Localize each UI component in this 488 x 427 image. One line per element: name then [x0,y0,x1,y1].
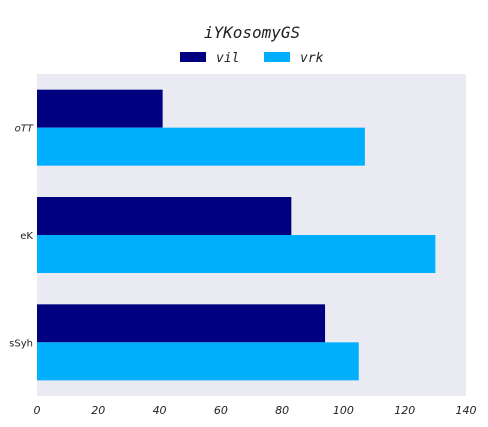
x-tick-label-100: 100 [333,404,354,417]
bar-vrk-oTT [37,127,365,166]
x-tick-label-0: 0 [34,404,41,417]
y-axis: oTT eK sSyh [9,124,34,350]
bars [37,89,436,381]
bar-vil-eK [37,197,292,235]
x-tick-label-20: 20 [91,404,105,417]
y-tick-label-sSyh: sSyh [9,338,33,349]
legend-label-vil: vil [216,51,239,66]
legend-label-vrk: vrk [300,51,324,66]
chart-title: iYKosomyGS [204,23,300,42]
legend: vil vrk [180,51,324,66]
bar-vrk-sSyh [37,342,359,381]
x-tick-label-80: 80 [275,404,289,417]
bar-vil-oTT [37,89,163,128]
y-tick-label-eK: eK [20,231,33,242]
x-tick-label-60: 60 [214,404,228,417]
y-tick-label-oTT: oTT [15,124,34,135]
x-tick-label-120: 120 [394,404,415,417]
x-tick-label-40: 40 [153,404,167,417]
bar-vrk-eK [37,235,436,273]
x-tick-label-140: 140 [456,404,477,417]
x-axis: 0 20 40 60 80 100 120 140 [34,404,477,417]
bar-vil-sSyh [37,304,326,343]
legend-swatch-vrk [264,52,290,62]
legend-swatch-vil [180,52,206,62]
